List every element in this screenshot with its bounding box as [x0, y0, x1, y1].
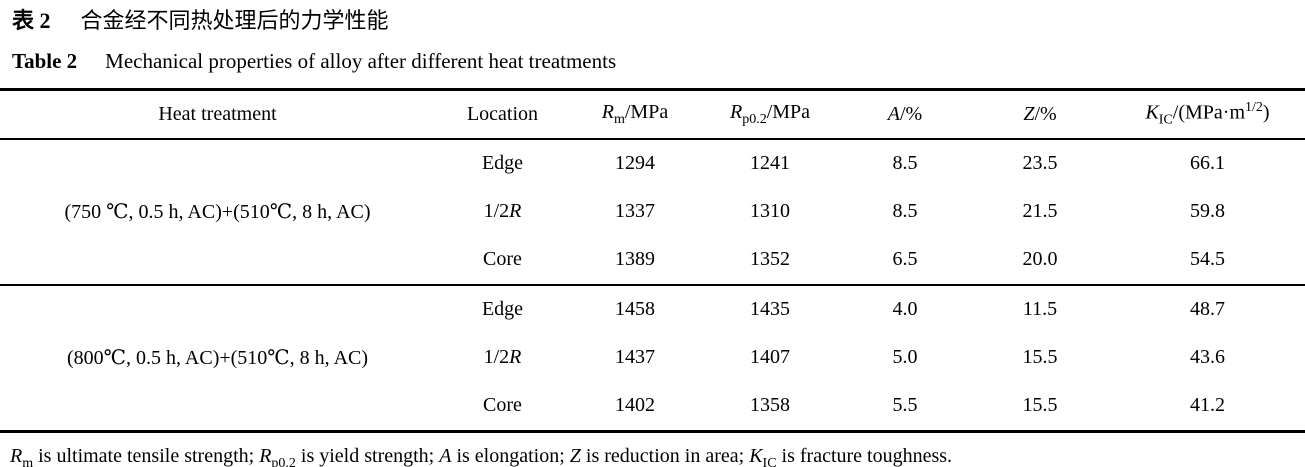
- kic-cell: 54.5: [1190, 248, 1225, 271]
- col-header-rm: Rm/MPa: [570, 89, 700, 140]
- table-footnote: Rm is ultimate tensile strength; Rp0.2 i…: [10, 444, 953, 467]
- rp02-cell: 1407: [750, 346, 790, 369]
- rm-cell: 1437: [615, 346, 655, 369]
- a-cell: 5.0: [892, 346, 918, 369]
- z-cell: 15.5: [1022, 346, 1058, 369]
- col-header-a: A/%: [840, 89, 970, 140]
- rp02-cell: 1358: [750, 394, 790, 417]
- kic-cell: 59.8: [1190, 200, 1225, 223]
- table-row: (800℃, 0.5 h, AC)+(510℃, 8 h, AC) Edge 1…: [0, 283, 1305, 432]
- rm-cell: 1389: [615, 248, 655, 271]
- table-caption-en-label: Table 2: [12, 49, 78, 74]
- kic-cell: 41.2: [1190, 394, 1225, 417]
- a-cell: 8.5: [892, 152, 918, 175]
- table-caption-zh-text: 合金经不同热处理后的力学性能: [80, 8, 389, 33]
- z-cell: 15.5: [1022, 394, 1058, 417]
- a-cell: 8.5: [892, 200, 918, 223]
- table-row: 1/2R 1337 1310 8.5 21.5 59.8: [0, 188, 1305, 236]
- col-header-z: Z/%: [970, 89, 1110, 140]
- kic-cell: 48.7: [1110, 283, 1305, 334]
- location-cell: Edge: [481, 152, 524, 175]
- header-row: Heat treatment Location Rm/MPa Rp0.2/MPa…: [0, 89, 1305, 140]
- col-header-kic: KIC/(MPa·m1/2): [1110, 89, 1305, 140]
- table-row: 1/2R 1437 1407 5.0 15.5 43.6: [0, 334, 1305, 382]
- location-cell: 1/2R: [483, 200, 522, 223]
- table-caption-zh: 表 2 合金经不同热处理后的力学性能: [0, 0, 1305, 34]
- rm-cell: 1458: [570, 283, 700, 334]
- heat-treatment-cell: (800℃, 0.5 h, AC)+(510℃, 8 h, AC): [0, 283, 435, 432]
- rm-cell: 1337: [615, 200, 655, 223]
- rp02-cell: 1310: [750, 200, 790, 223]
- location-cell: 1/2R: [483, 346, 522, 369]
- location-cell: Core: [483, 394, 522, 417]
- rm-cell: 1294: [615, 152, 655, 175]
- rm-cell: 1402: [615, 394, 655, 417]
- z-cell: 21.5: [1022, 200, 1058, 223]
- a-cell: 6.5: [892, 248, 918, 271]
- rp02-cell: 1435: [700, 283, 840, 334]
- z-cell: 23.5: [1022, 152, 1058, 175]
- kic-cell: 43.6: [1190, 346, 1225, 369]
- col-header-location: Location: [435, 89, 570, 140]
- location-cell: Core: [483, 248, 522, 271]
- heat-treatment-cell: (750 ℃, 0.5 h, AC)+(510℃, 8 h, AC): [64, 201, 371, 224]
- table-row: (750 ℃, 0.5 h, AC)+(510℃, 8 h, AC) Edge …: [0, 139, 1305, 223]
- rp02-cell: 1241: [750, 152, 790, 175]
- mechanical-properties-table: Heat treatment Location Rm/MPa Rp0.2/MPa…: [0, 87, 1305, 433]
- z-cell: 20.0: [1022, 248, 1058, 271]
- table-caption-zh-label: 表 2: [12, 8, 51, 33]
- kic-cell: 66.1: [1190, 152, 1225, 175]
- col-header-heat-treatment: Heat treatment: [0, 89, 435, 140]
- z-cell: 11.5: [970, 283, 1110, 334]
- rp02-cell: 1352: [750, 248, 790, 271]
- table-row: Core 1389 1352 6.5 20.0 54.5: [0, 236, 1305, 285]
- a-cell: 5.5: [892, 394, 918, 417]
- table-caption-en: Table 2 Mechanical properties of alloy af…: [0, 34, 1305, 74]
- table-row: Core 1402 1358 5.5 15.5 41.2: [0, 382, 1305, 432]
- table-caption-en-text: Mechanical properties of alloy after dif…: [105, 49, 617, 74]
- a-cell: 4.0: [840, 283, 970, 334]
- location-cell: Edge: [435, 283, 570, 334]
- col-header-rp02: Rp0.2/MPa: [700, 89, 840, 140]
